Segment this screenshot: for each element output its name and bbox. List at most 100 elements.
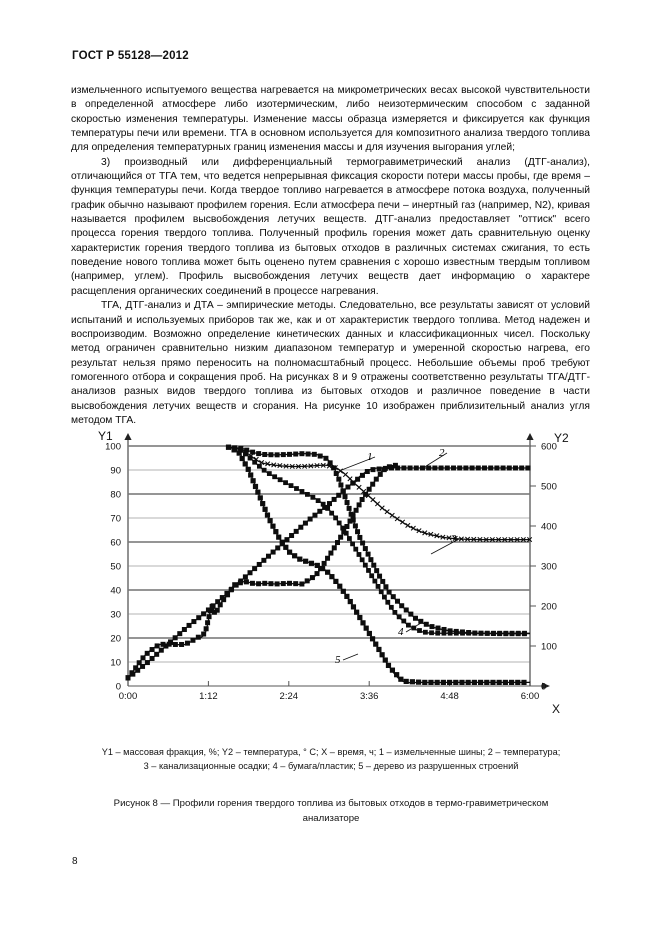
curve-marker [406, 622, 411, 628]
curve-marker [311, 451, 317, 457]
curve-marker [314, 571, 320, 577]
curve-marker [326, 463, 332, 469]
curve-marker [257, 495, 263, 501]
curve-marker [338, 534, 344, 540]
curve-marker [274, 581, 280, 587]
curve-5 [225, 444, 530, 685]
x-tick-label-4: 4:48 [440, 691, 459, 702]
curve-marker [228, 587, 234, 593]
curve-marker [428, 679, 434, 685]
curve-marker [490, 679, 496, 685]
curve-marker [350, 604, 357, 610]
curve-marker [385, 662, 392, 669]
curve-marker [315, 498, 321, 504]
curve-marker [190, 637, 196, 643]
y2-tick-label-100: 100 [541, 641, 557, 652]
curve-3 [225, 444, 533, 543]
curve-marker [435, 625, 441, 631]
curve-marker [370, 467, 376, 473]
curve-marker [369, 636, 376, 642]
curve-marker [369, 573, 375, 579]
x-tick-label-1: 1:12 [199, 691, 218, 702]
curve-label-5: 5 [335, 654, 341, 666]
curve-marker [377, 471, 383, 477]
curve-marker [304, 578, 310, 584]
curve-marker [484, 630, 490, 636]
curve-marker [447, 630, 453, 636]
curve-marker [508, 679, 515, 685]
curve-marker [344, 500, 350, 506]
curve-marker [509, 630, 515, 636]
curve-marker [399, 603, 405, 609]
curve-marker [308, 560, 315, 566]
curve-marker [388, 604, 394, 610]
curve-marker [380, 578, 386, 584]
curve-marker [323, 455, 329, 461]
curve-marker [441, 626, 447, 632]
curve-marker [389, 667, 396, 673]
y2-tick-label-400: 400 [541, 521, 557, 532]
curve-marker [191, 619, 197, 625]
curve-marker [359, 557, 365, 563]
curve-marker [381, 467, 387, 473]
curve-marker [247, 455, 253, 461]
y2-tick-label-300: 300 [541, 561, 557, 572]
x-tick-label-5: 6:00 [521, 691, 540, 702]
curve-marker [140, 655, 146, 661]
curve-label-1: 1 [367, 451, 373, 463]
curve-marker [333, 578, 339, 585]
curve-marker [423, 621, 429, 627]
curve-marker [270, 523, 276, 529]
curve-marker [154, 651, 160, 657]
curve-marker [434, 679, 440, 685]
curve-marker [395, 465, 401, 471]
curve-marker [247, 570, 253, 576]
curve-marker [389, 512, 395, 518]
curve-marker [347, 518, 353, 524]
curve-marker [410, 525, 416, 531]
curve-marker [215, 599, 221, 605]
paragraph-2: 3) производный или дифференциальный терм… [71, 156, 590, 297]
curve-DTG-lower [125, 462, 398, 681]
curve-marker [392, 462, 398, 468]
curve-marker [520, 537, 526, 543]
curve-label-leader-2 [422, 452, 448, 469]
curve-marker [256, 561, 262, 567]
curve-marker [366, 486, 372, 492]
curve-marker [299, 489, 305, 494]
figure-caption: Рисунок 8 — Профили горения твердого топ… [80, 797, 582, 826]
curve-marker [494, 465, 500, 471]
curve-marker [340, 588, 346, 594]
y1-tick-label-60: 60 [110, 537, 121, 548]
x-axis-arrow [542, 682, 550, 690]
curve-marker [378, 589, 384, 595]
curve-marker [206, 614, 212, 620]
curve-marker [286, 580, 292, 586]
curve-marker [419, 465, 425, 471]
curve-marker [208, 608, 214, 614]
curve-marker [317, 453, 323, 459]
curve-marker [329, 574, 335, 580]
curve-marker [376, 646, 382, 653]
curve-marker [214, 607, 220, 613]
curve-marker [398, 676, 404, 682]
curve-marker [465, 679, 471, 685]
curve-marker [353, 546, 359, 552]
curve-marker [268, 452, 274, 458]
curve-marker [221, 597, 227, 603]
curve-marker [370, 481, 376, 487]
y2-tick-label-0: 0 [541, 681, 546, 692]
curve-marker [385, 599, 391, 605]
curve-marker [466, 630, 472, 636]
curve-marker [158, 647, 164, 653]
curve-marker [506, 465, 512, 471]
curve-marker [350, 541, 355, 547]
curve-marker [262, 451, 268, 457]
curve-marker [201, 611, 207, 617]
curve-label-3: 3 [450, 533, 457, 545]
curve-marker [522, 630, 527, 636]
curve-marker [270, 549, 276, 555]
curve-marker [293, 581, 299, 587]
curve-marker [274, 452, 280, 458]
curve-marker [305, 491, 310, 497]
